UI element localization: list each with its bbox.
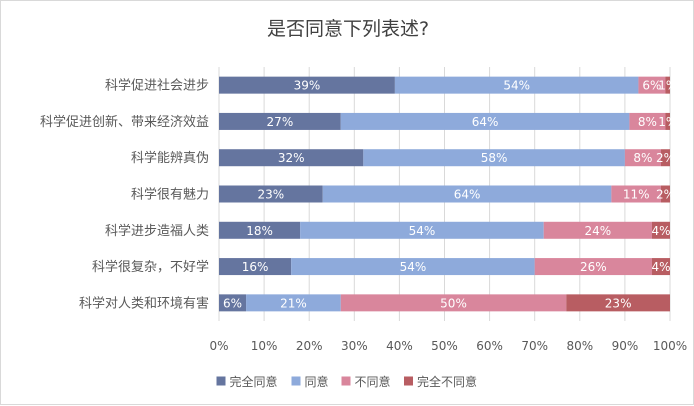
data-label: 27% — [267, 115, 294, 129]
bar-segment — [219, 185, 323, 203]
category-label: 科学促进社会进步 — [105, 78, 209, 94]
data-label: 21% — [280, 296, 307, 310]
bar-segment — [219, 294, 247, 312]
data-label: 1% — [658, 79, 677, 93]
data-label: 64% — [472, 115, 499, 129]
bar-segment — [246, 294, 341, 312]
data-label: 8% — [638, 115, 657, 129]
data-label: 6% — [223, 296, 242, 310]
chart-title: 是否同意下列表述? — [267, 18, 429, 40]
x-tick-label: 90% — [612, 339, 639, 353]
legend-label: 完全同意 — [230, 374, 278, 389]
bar-segment — [534, 258, 652, 276]
category-label: 科学很有魅力 — [131, 187, 209, 203]
legend-swatch — [291, 376, 301, 386]
bar-segment — [624, 149, 661, 167]
data-label: 58% — [481, 151, 508, 165]
bar-segment — [611, 185, 661, 203]
bar-segment — [543, 221, 652, 239]
x-tick-label: 20% — [296, 339, 323, 353]
category-label: 科学对人类和环境有害 — [79, 295, 209, 311]
bar-segment — [363, 149, 625, 167]
data-label: 54% — [503, 79, 530, 93]
bar-segment — [665, 76, 670, 94]
bar-segment — [651, 258, 670, 276]
legend: 完全同意 同意 不同意 完全不同意 — [216, 374, 477, 389]
data-label: 23% — [605, 296, 632, 310]
legend-swatch — [216, 376, 226, 386]
legend-label: 完全不同意 — [417, 374, 477, 389]
category-label: 科学能辨真伪 — [131, 150, 209, 166]
data-label: 18% — [246, 224, 273, 238]
data-label: 39% — [294, 79, 321, 93]
category-label: 科学促进创新、带来经济效益 — [40, 114, 209, 130]
bar-segment — [300, 221, 544, 239]
bar-segment — [219, 149, 364, 167]
x-tick-label: 80% — [566, 339, 593, 353]
category-labels: 科学促进社会进步科学促进创新、带来经济效益科学能辨真伪科学很有魅力科学进步造福人… — [40, 78, 209, 312]
data-label: 24% — [585, 224, 612, 238]
category-label: 科学进步造福人类 — [105, 223, 209, 239]
category-label: 科学很复杂，不好学 — [92, 259, 209, 275]
data-label: 32% — [278, 151, 305, 165]
x-tick-label: 0% — [209, 339, 228, 353]
bar-segment — [219, 258, 292, 276]
x-axis-tick-labels: 0% 10% 20% 30% 40% 50% 60% 70% 80% 90% 100% — [209, 339, 687, 353]
data-label: 23% — [258, 188, 285, 202]
bar-segment — [651, 221, 670, 239]
bar-segment — [291, 258, 535, 276]
data-label: 6% — [642, 79, 661, 93]
data-label: 50% — [440, 296, 467, 310]
data-label: 54% — [400, 260, 427, 274]
bar-segment — [322, 185, 612, 203]
x-tick-label: 40% — [386, 339, 413, 353]
bar-segment — [660, 149, 670, 167]
data-label: 11% — [623, 188, 650, 202]
bar-segment — [340, 112, 630, 130]
x-tick-label: 50% — [431, 339, 458, 353]
x-tick-label: 10% — [251, 339, 278, 353]
x-tick-label: 100% — [653, 339, 687, 353]
bar-segment — [665, 112, 670, 130]
data-label: 16% — [242, 260, 269, 274]
data-label: 1% — [658, 115, 677, 129]
legend-swatch — [341, 376, 351, 386]
data-label: 64% — [454, 188, 481, 202]
data-label: 54% — [409, 224, 436, 238]
bar-segment — [394, 76, 639, 94]
bar-segment — [629, 112, 666, 130]
data-label: 2% — [656, 151, 675, 165]
bar-segment — [566, 294, 670, 312]
legend-swatch — [404, 376, 413, 386]
data-label: 4% — [651, 260, 670, 274]
x-tick-label: 70% — [521, 339, 548, 353]
legend-label: 同意 — [305, 374, 329, 389]
data-label: 26% — [580, 260, 607, 274]
bar-segment — [638, 76, 666, 94]
data-label: 4% — [651, 224, 670, 238]
x-tick-label: 60% — [476, 339, 503, 353]
x-tick-label: 30% — [341, 339, 368, 353]
data-label: 8% — [633, 151, 652, 165]
legend-label: 不同意 — [355, 374, 391, 389]
bar-segment — [660, 185, 670, 203]
bar-segment — [219, 112, 341, 130]
bar-segment — [340, 294, 567, 312]
bars: 39% 54% 6%1%27% 64% 8% 1%32% 58% 8% 2%23% 64% 11% 2… — [219, 76, 677, 312]
bar-segment — [219, 76, 395, 94]
data-label: 2% — [656, 188, 675, 202]
bar-segment — [219, 221, 301, 239]
